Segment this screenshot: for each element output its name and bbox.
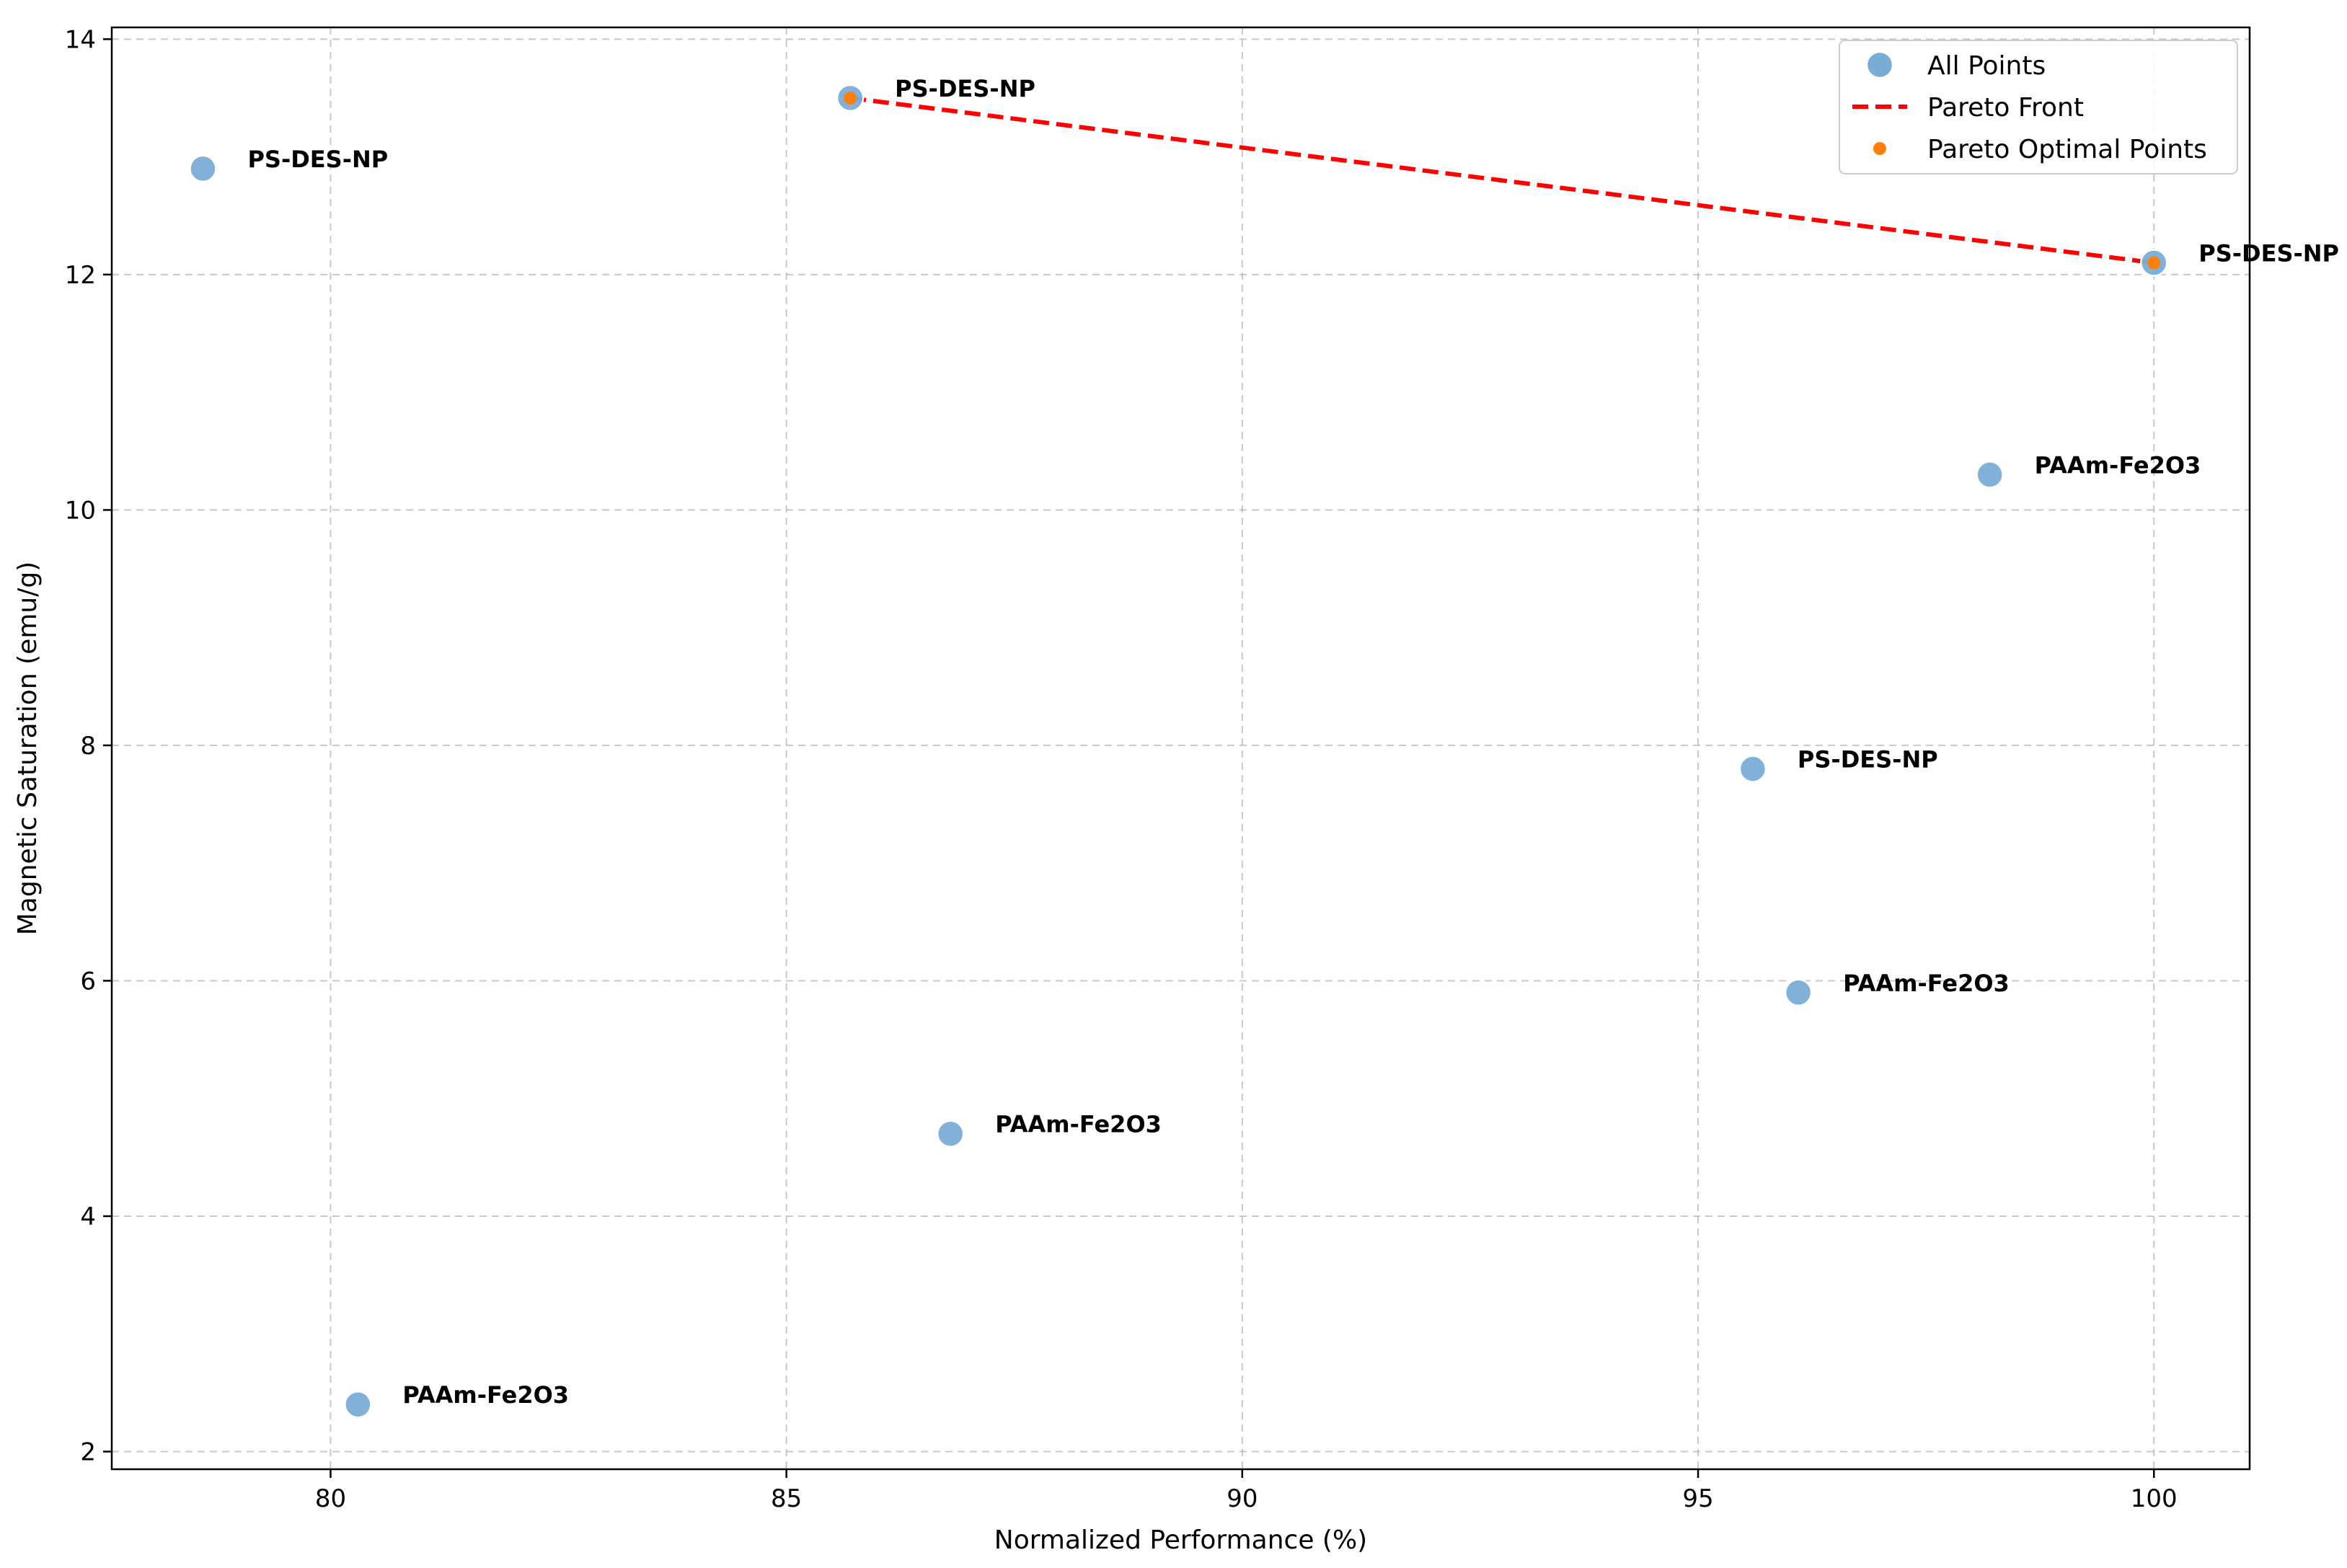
legend-entries: All Points Pareto Front Pareto Optimal Poi… xyxy=(1852,50,2207,164)
point-labels: PS-DES-NP PS-DES-NP PS-DES-NP PAAm-Fe2O3 PS-… xyxy=(247,75,2339,1409)
y-tick-label: 10 xyxy=(65,496,96,525)
legend-label: All Points xyxy=(1927,51,2046,81)
y-tick-label: 6 xyxy=(80,967,96,996)
data-point-label: PS-DES-NP xyxy=(2198,240,2339,267)
y-tick-label: 2 xyxy=(80,1438,96,1467)
data-point-label: PAAm-Fe2O3 xyxy=(2035,451,2201,479)
x-axis-ticks: 80 85 90 95 100 xyxy=(315,1469,2178,1513)
x-tick-label: 80 xyxy=(315,1484,346,1513)
pareto-front-polyline xyxy=(849,95,2154,265)
legend-box xyxy=(1839,40,2238,174)
x-tick-label: 100 xyxy=(2131,1484,2178,1513)
data-point xyxy=(1738,755,1767,783)
legend-label: Pareto Front xyxy=(1927,93,2084,123)
plot-area-frame xyxy=(110,26,2251,1471)
data-point xyxy=(1976,461,2004,489)
legend-pareto-optimal-marker xyxy=(1873,142,1886,155)
data-point xyxy=(936,1120,965,1148)
data-point xyxy=(344,1390,372,1419)
all-points-markers xyxy=(189,84,2168,1419)
x-tick-label: 90 xyxy=(1226,1484,1258,1513)
y-tick-label: 14 xyxy=(65,25,96,54)
data-point xyxy=(189,154,217,183)
y-tick-label: 8 xyxy=(80,732,96,761)
legend-label: Pareto Optimal Points xyxy=(1927,135,2207,164)
y-axis-label: Magnetic Saturation (emu/g) xyxy=(13,562,43,936)
data-point-label: PS-DES-NP xyxy=(247,146,388,173)
x-tick-label: 85 xyxy=(771,1484,802,1513)
data-point-label: PS-DES-NP xyxy=(895,75,1035,102)
data-point xyxy=(1784,978,1813,1007)
data-point-label: PS-DES-NP xyxy=(1798,746,1938,774)
legend-all-points-marker xyxy=(1865,50,1894,79)
pareto-optimal-point xyxy=(844,91,857,105)
y-tick-label: 12 xyxy=(65,261,96,290)
data-point-label: PAAm-Fe2O3 xyxy=(995,1111,1162,1138)
data-point-label: PAAm-Fe2O3 xyxy=(1843,970,2010,997)
pareto-optimal-markers xyxy=(844,91,2161,270)
pareto-front-line xyxy=(849,95,2154,265)
pareto-optimal-point xyxy=(2147,256,2161,270)
grid-lines xyxy=(112,27,2250,1469)
x-tick-label: 95 xyxy=(1682,1484,1713,1513)
legend: All Points Pareto Front Pareto Optimal Poi… xyxy=(1839,40,2238,174)
x-axis-label: Normalized Performance (%) xyxy=(994,1525,1367,1555)
data-point-label: PAAm-Fe2O3 xyxy=(402,1381,569,1409)
y-tick-label: 4 xyxy=(80,1202,96,1231)
y-axis-ticks: 2 4 6 8 10 12 14 xyxy=(65,25,112,1467)
